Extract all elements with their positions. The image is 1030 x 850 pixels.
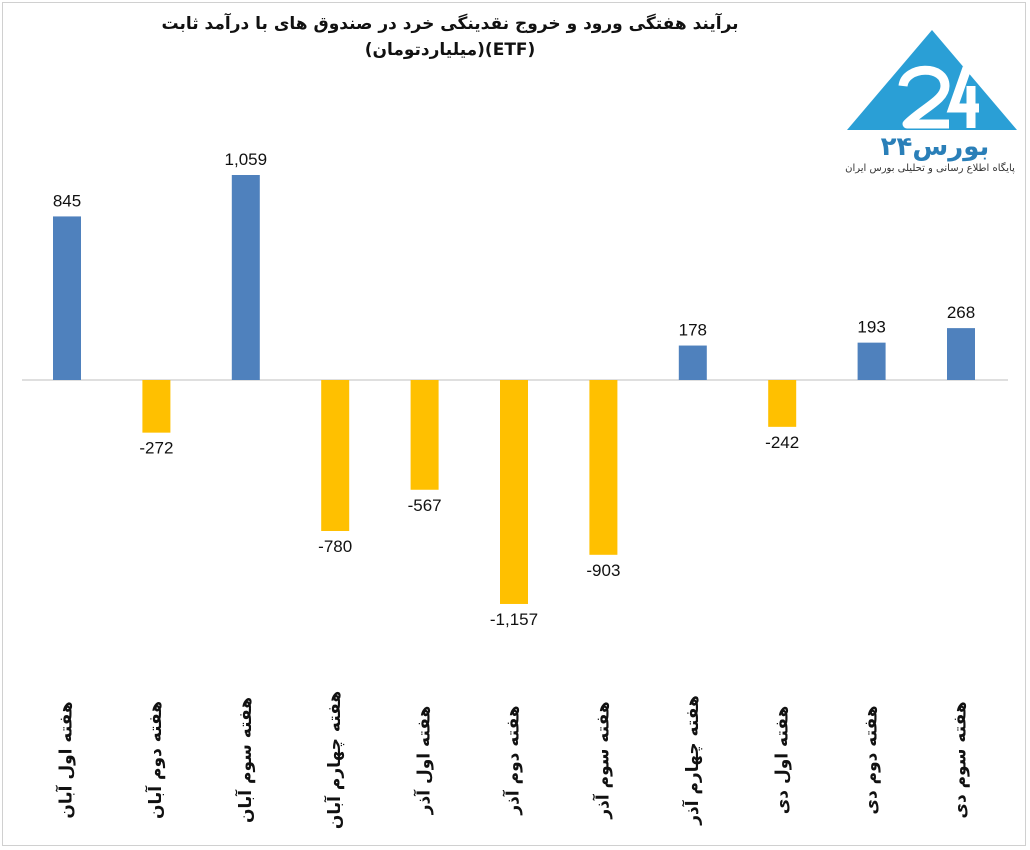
category-label-8: هفته اول دی (767, 680, 797, 840)
bar-1 (142, 380, 171, 433)
category-label-7: هفته چهارم آذر (678, 680, 708, 840)
data-label-9: 193 (857, 318, 885, 337)
category-label-1: هفته دوم آبان (141, 680, 171, 840)
data-label-1: -272 (139, 439, 173, 458)
category-label-5: هفته دوم آذر (499, 680, 529, 840)
category-text-4: هفته اول آذر (414, 705, 435, 815)
bar-3 (321, 380, 350, 531)
category-label-10: هفته سوم دی (946, 680, 976, 840)
category-text-1: هفته دوم آبان (146, 701, 167, 819)
category-text-5: هفته دوم آذر (504, 705, 525, 815)
data-label-10: 268 (947, 303, 975, 322)
data-label-4: -567 (408, 496, 442, 515)
data-label-8: -242 (765, 433, 799, 452)
data-label-2: 1,059 (225, 150, 268, 169)
bar-8 (768, 380, 797, 427)
category-label-9: هفته دوم دی (857, 680, 887, 840)
data-label-6: -903 (586, 561, 620, 580)
category-label-0: هفته اول آبان (52, 680, 82, 840)
bourse24-logo-icon (847, 30, 1017, 130)
category-text-2: هفته سوم آبان (235, 696, 256, 824)
category-text-9: هفته دوم دی (861, 705, 882, 815)
bar-7 (678, 345, 707, 380)
logo-name: بورس۲۴ (880, 132, 990, 162)
data-label-5: -1,157 (490, 610, 538, 629)
bar-9 (857, 342, 886, 380)
bar-0 (53, 216, 81, 380)
chart-subtitle: (ETF)(میلیاردتومان) (364, 40, 536, 60)
category-text-7: هفته چهارم آذر (682, 695, 703, 825)
category-label-2: هفته سوم آبان (231, 680, 261, 840)
bar-2 (231, 175, 260, 380)
category-text-3: هفته چهارم آبان (325, 690, 346, 830)
bar-10 (947, 328, 975, 380)
category-text-10: هفته سوم دی (951, 701, 971, 819)
bar-6 (589, 380, 618, 555)
category-label-3: هفته چهارم آبان (320, 680, 350, 840)
chart-title: برآیند هفتگی ورود و خروج نقدینگی خرد در … (161, 14, 739, 34)
category-label-4: هفته اول آذر (410, 680, 440, 840)
category-text-6: هفته سوم آذر (593, 701, 614, 819)
bar-5 (500, 380, 528, 604)
logo-tagline: پایگاه اطلاع رسانی و تحلیلی بورس ایران (845, 163, 1015, 174)
data-label-0: 845 (53, 191, 81, 210)
data-label-7: 178 (679, 321, 707, 340)
category-label-6: هفته سوم آذر (588, 680, 618, 840)
category-text-8: هفته اول دی (772, 705, 793, 815)
category-text-0: هفته اول آبان (57, 701, 78, 819)
data-label-3: -780 (318, 537, 352, 556)
bar-4 (410, 380, 439, 490)
